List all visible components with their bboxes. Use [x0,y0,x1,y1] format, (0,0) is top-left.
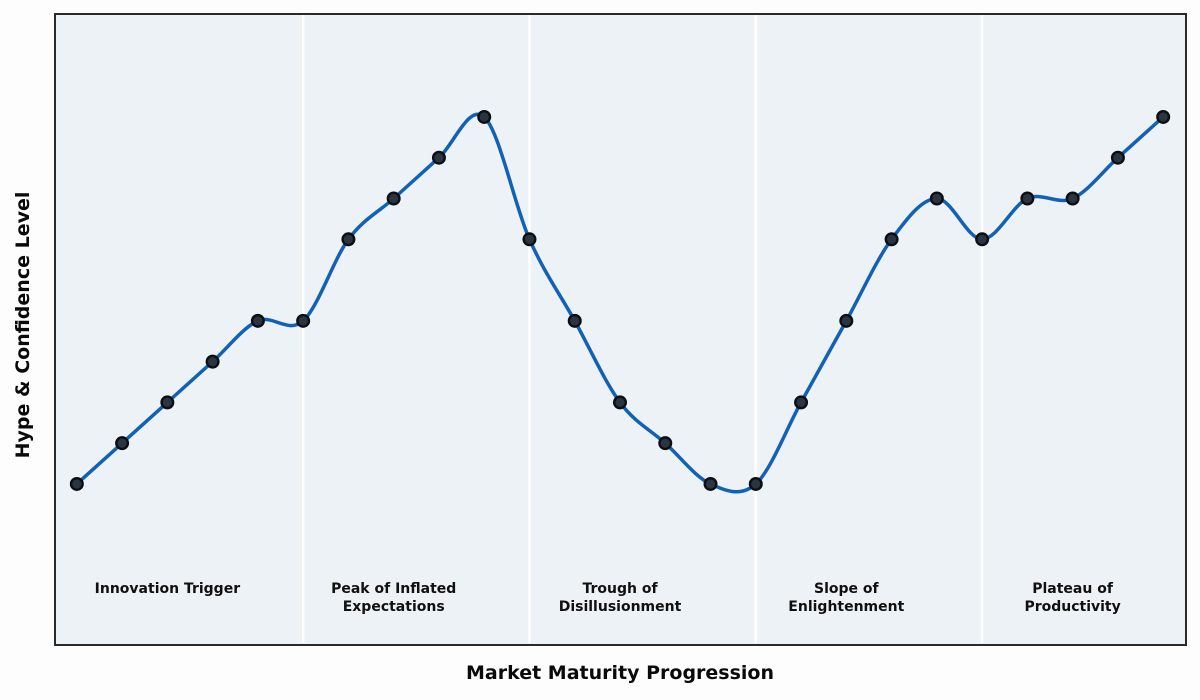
data-point-marker-16 [794,395,809,410]
hype-curve-line [75,112,1165,494]
phase-label-slope-of: Slope of Enlightenment [788,581,905,615]
data-point-marker-1 [115,436,130,451]
plot-area: Innovation Trigger Peak of Inflated Expec… [54,13,1187,646]
phase-label-trough-of: Trough of Disillusionment [558,581,682,615]
phase-divider-line-4 [980,15,984,643]
y-axis-label: Hype & Confidence Level [12,191,34,459]
data-point-marker-9 [477,109,492,124]
data-point-marker-2 [160,395,175,410]
data-point-marker-4 [250,313,265,328]
data-point-marker-24 [1156,109,1171,124]
hype-curve-chart [69,15,1171,643]
phase-divider-line-2 [528,15,531,643]
data-point-marker-8 [431,150,446,165]
data-point-marker-18 [884,232,899,247]
data-point-marker-17 [839,313,854,328]
data-point-marker-0 [69,476,84,491]
data-point-marker-5 [296,313,311,328]
data-point-marker-19 [929,191,944,206]
data-point-marker-20 [975,232,990,247]
data-point-marker-21 [1020,191,1035,206]
data-point-marker-22 [1065,191,1080,206]
data-point-marker-13 [658,436,673,451]
data-point-marker-23 [1110,150,1125,165]
data-point-marker-12 [613,395,628,410]
data-point-marker-14 [703,476,718,491]
data-point-marker-3 [205,354,220,369]
phase-label-peak-of: Peak of Inflated Expectations [331,581,457,615]
data-point-marker-7 [386,191,401,206]
phase-label-plateau-of: Plateau of Productivity [1024,581,1121,615]
data-point-marker-6 [341,232,356,247]
data-point-marker-11 [567,313,582,328]
phase-divider-line-3 [754,15,758,643]
phase-label-innovation-trigger: Innovation Trigger [94,581,241,597]
data-point-marker-15 [748,476,763,491]
data-point-marker-10 [522,232,537,247]
x-axis-label: Market Maturity Progression [465,662,775,684]
phase-divider-line-1 [301,15,305,643]
